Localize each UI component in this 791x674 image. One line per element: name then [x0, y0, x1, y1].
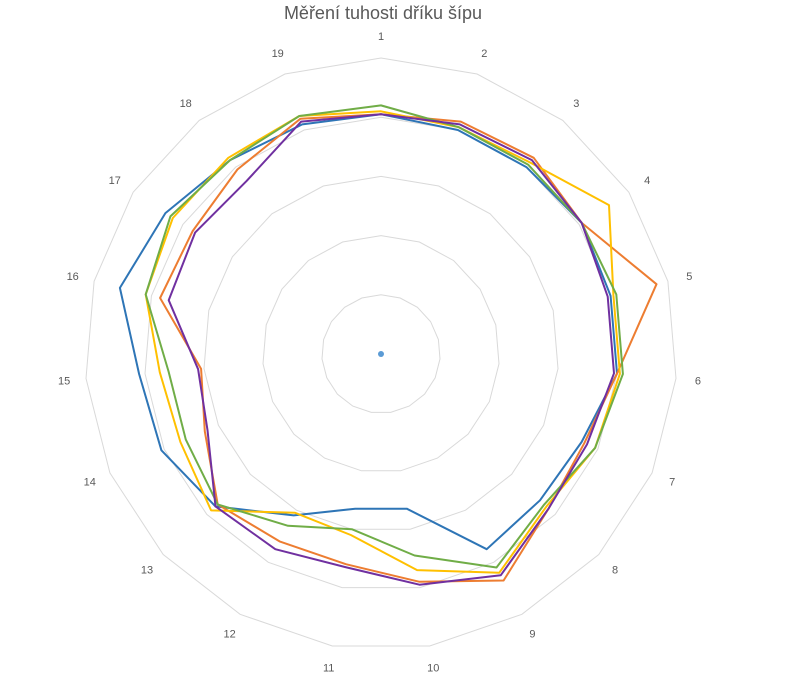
- series-line-5: [167, 113, 615, 586]
- axis-label-14: 14: [84, 477, 96, 489]
- chart-title: Měření tuhosti dříku šípu: [283, 3, 483, 23]
- axis-label-8: 8: [612, 564, 618, 576]
- axis-label-13: 13: [141, 564, 153, 576]
- axis-label-5: 5: [686, 271, 692, 283]
- axis-label-1: 1: [378, 31, 384, 43]
- axis-label-6: 6: [695, 375, 701, 387]
- axis-label-7: 7: [669, 477, 675, 489]
- series-line-2: [159, 113, 658, 583]
- axis-label-19: 19: [272, 48, 284, 60]
- axis-label-2: 2: [481, 48, 487, 60]
- axis-label-16: 16: [67, 271, 79, 283]
- axis-label-3: 3: [573, 98, 579, 110]
- grid-ring-3: [203, 175, 559, 530]
- grid-ring-4: [144, 116, 618, 589]
- center-point: [378, 351, 384, 357]
- grid-ring-5: [85, 57, 677, 647]
- series-line-4: [144, 104, 624, 569]
- grid-ring-2: [262, 235, 500, 472]
- axis-label-15: 15: [58, 375, 70, 387]
- axis-label-4: 4: [644, 175, 650, 187]
- axis-label-9: 9: [529, 629, 535, 641]
- series-line-3: [144, 110, 621, 574]
- axis-label-17: 17: [109, 175, 121, 187]
- grid-ring-1: [321, 294, 441, 413]
- axis-label-12: 12: [223, 629, 235, 641]
- axis-label-18: 18: [180, 98, 192, 110]
- axis-label-10: 10: [427, 663, 439, 674]
- axis-label-11: 11: [323, 663, 334, 674]
